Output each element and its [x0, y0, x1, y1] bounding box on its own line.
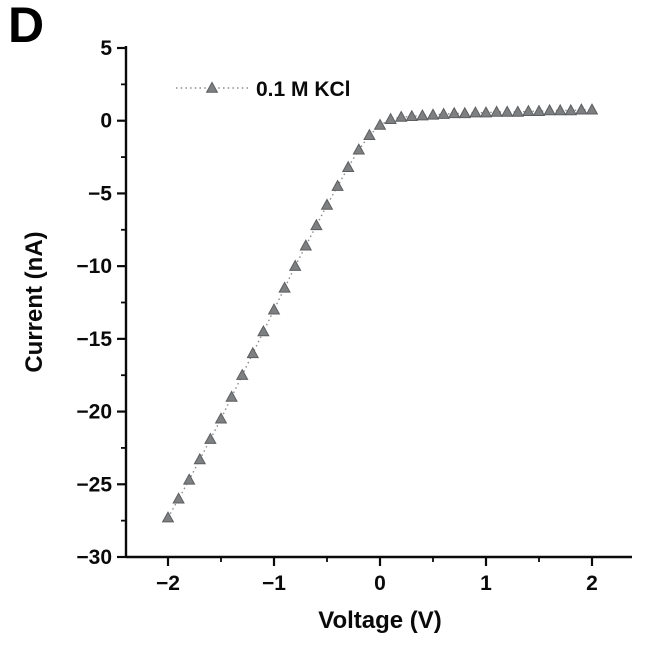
data-marker: [511, 105, 525, 117]
y-tick-label: −20: [76, 401, 112, 424]
data-marker: [161, 511, 175, 523]
data-marker: [214, 412, 228, 424]
data-marker: [426, 108, 440, 120]
data-marker: [522, 104, 535, 116]
data-marker: [437, 107, 450, 119]
data-marker: [394, 110, 408, 122]
x-tick-label: 2: [586, 572, 598, 595]
legend-marker: [205, 81, 219, 93]
data-marker: [246, 346, 260, 359]
data-marker: [278, 281, 291, 293]
y-tick-label: 5: [100, 37, 112, 60]
x-tick-label: −1: [262, 572, 286, 595]
data-marker: [532, 104, 546, 116]
data-marker: [384, 112, 397, 124]
data-marker: [320, 198, 334, 210]
y-tick-label: −10: [76, 255, 112, 278]
data-marker: [447, 106, 461, 119]
x-tick-label: 0: [374, 572, 386, 595]
data-marker: [331, 179, 344, 191]
data-marker: [416, 108, 429, 121]
panel-label: D: [8, 0, 45, 53]
y-axis-title: Current (nA): [21, 231, 48, 372]
data-marker: [204, 432, 217, 444]
data-marker: [193, 452, 207, 465]
y-tick-label: −25: [76, 473, 112, 496]
y-tick-label: −15: [76, 328, 112, 351]
data-marker: [405, 109, 419, 122]
data-marker: [553, 103, 567, 116]
data-marker: [490, 105, 503, 117]
data-marker: [288, 259, 302, 271]
data-marker: [182, 473, 196, 485]
data-marker: [469, 106, 482, 118]
data-marker: [352, 143, 366, 155]
x-tick-label: −2: [156, 572, 180, 595]
data-marker: [458, 106, 472, 119]
data-marker: [225, 390, 238, 402]
x-tick-label: 1: [480, 572, 492, 595]
series-line: [167, 109, 592, 519]
plot-layer: 50−5−10−15−20−25−30−2 −1 0 1 2: [76, 37, 632, 595]
data-marker: [564, 103, 578, 116]
data-marker: [363, 128, 376, 140]
data-marker: [341, 160, 355, 172]
data-marker: [543, 103, 556, 116]
data-marker: [299, 239, 313, 251]
data-marker: [267, 303, 281, 315]
y-tick-label: 0: [100, 110, 112, 133]
data-marker: [373, 118, 387, 130]
x-axis-title: Voltage (V): [318, 607, 442, 634]
data-marker: [585, 103, 599, 115]
data-marker: [479, 106, 493, 118]
data-marker: [500, 105, 514, 117]
data-marker: [172, 492, 185, 504]
data-marker: [235, 368, 249, 380]
data-marker: [257, 324, 270, 337]
legend-label: 0.1 M KCl: [256, 78, 351, 101]
y-tick-label: −30: [76, 546, 112, 569]
data-marker: [310, 218, 323, 231]
y-tick-label: −5: [88, 182, 112, 205]
data-marker: [575, 103, 588, 115]
